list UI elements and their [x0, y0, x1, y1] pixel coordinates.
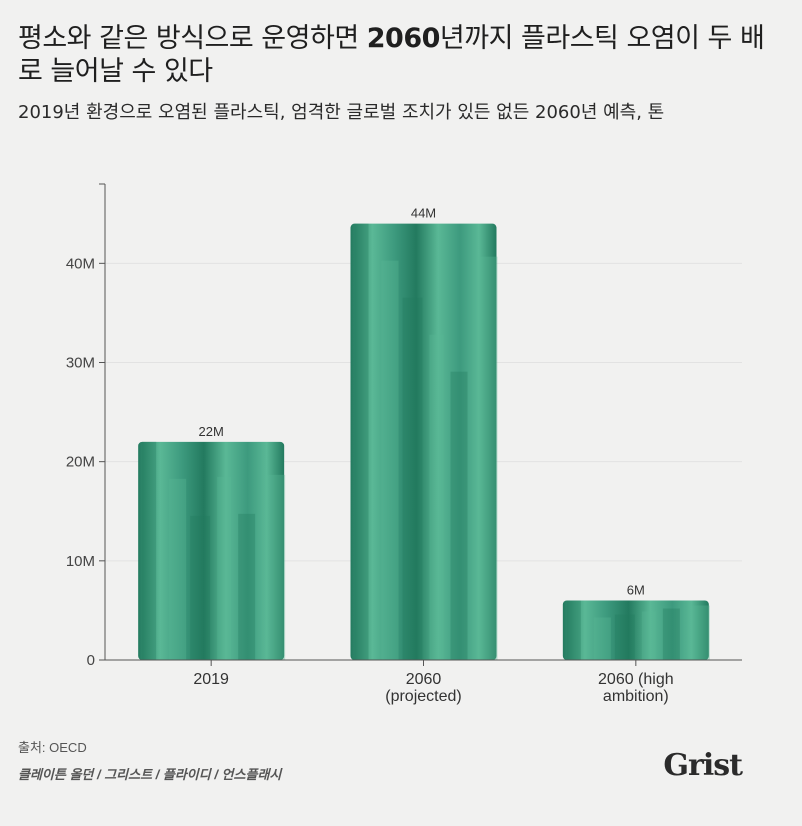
y-tick-label: 30M: [66, 355, 95, 372]
bar: [350, 223, 497, 660]
bar-straw-texture: [217, 476, 232, 660]
axes-group: [99, 183, 742, 666]
x-category-label: 2060: [406, 671, 442, 688]
bar-straw-texture: [566, 600, 581, 660]
bar-straw-texture: [169, 478, 187, 660]
title-year: 2060: [366, 23, 441, 54]
y-tick-label: 40M: [66, 255, 95, 272]
bar-straw-texture: [142, 441, 157, 660]
bar-straw-texture: [641, 611, 656, 660]
bar-straw-texture: [381, 260, 399, 660]
y-tick-label: 10M: [66, 553, 95, 570]
bar-straw-texture: [265, 474, 286, 660]
title-part-2: 년까지 플라스틱 오염이 두 배로 늘어날 수 있다: [18, 23, 765, 87]
labels-group: 0 10M 20M 30M 40M 22M 2019 44M 2060(projected) 6M…: [66, 206, 674, 705]
source-note: 출처: OECD: [18, 740, 87, 755]
x-category-label: 2019: [193, 671, 229, 688]
bar-value-label: 22M: [199, 424, 224, 439]
bar-straw-texture: [689, 605, 710, 660]
photo-credit: 클레이튼 올던 / 그리스트 / 플라이디 / 언스플래시: [18, 767, 282, 782]
bar-straw-texture: [662, 608, 680, 660]
title-part-1: 평소와 같은 방식으로 운영하면: [18, 23, 367, 54]
y-tick-label: 20M: [66, 454, 95, 471]
bar-straw-texture: [593, 617, 611, 660]
x-category-label: 2060 (high: [598, 671, 674, 688]
y-tick-label: 0: [87, 652, 95, 669]
x-category-label: ambition): [603, 688, 669, 705]
chart-title: 평소와 같은 방식으로 운영하면 2060년까지 플라스틱 오염이 두 배로 늘…: [18, 22, 778, 88]
bar: [138, 441, 285, 660]
bars-group: [138, 223, 710, 660]
chart-subtitle: 2019년 환경으로 오염된 플라스틱, 엄격한 글로벌 조치가 있든 없든 2…: [18, 102, 665, 123]
bar-straw-texture: [238, 513, 256, 660]
bar-straw-texture: [190, 515, 211, 660]
bar-straw-texture: [614, 614, 635, 660]
bar-value-label: 6M: [627, 583, 645, 598]
bar-straw-texture: [450, 371, 468, 660]
grist-logo: Grist: [663, 748, 743, 783]
x-category-label: (projected): [385, 688, 461, 705]
bar-straw-texture: [402, 297, 423, 660]
bar-straw-texture: [354, 223, 369, 660]
bar-value-label: 44M: [411, 206, 436, 221]
bar-straw-texture: [429, 334, 444, 660]
bar-straw-texture: [477, 256, 498, 660]
bar: [562, 600, 709, 660]
